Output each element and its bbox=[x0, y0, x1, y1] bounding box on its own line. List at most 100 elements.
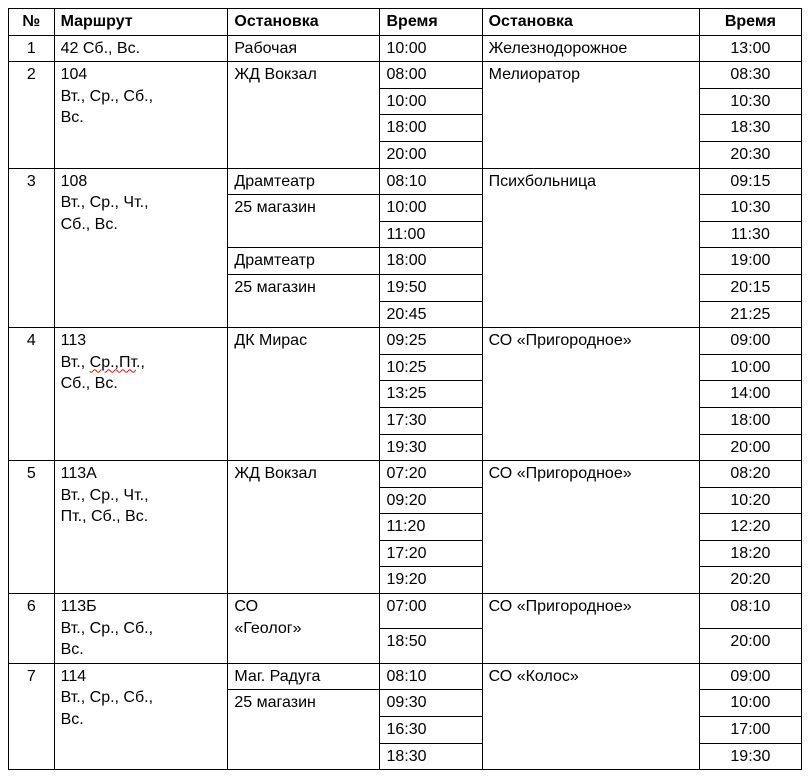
stop1-cell: 25 магазин bbox=[228, 690, 380, 770]
time2-cell: 09:00 bbox=[699, 663, 801, 690]
route-cell: 104Вт., Ср., Сб.,Вс. bbox=[54, 62, 228, 168]
stop2-cell: Железнодорожное bbox=[482, 35, 699, 62]
stop2-cell: СО «Пригородное» bbox=[482, 594, 699, 664]
route-line: 42 Сб., Вс. bbox=[61, 40, 140, 57]
route-line: 114 bbox=[61, 668, 87, 685]
time2-cell: 09:15 bbox=[699, 168, 801, 195]
header-row: № Маршрут Остановка Время Остановка Врем… bbox=[9, 9, 802, 36]
route-cell: 113Б Вт., Ср., Сб., Вс. bbox=[54, 594, 228, 664]
time2-cell: 20:30 bbox=[699, 141, 801, 168]
header-num: № bbox=[9, 9, 55, 36]
stop1-cell: Драмтеатр bbox=[228, 168, 380, 195]
time2-cell: 08:20 bbox=[699, 461, 801, 488]
time1-cell: 09:20 bbox=[380, 487, 482, 514]
header-time2: Время bbox=[699, 9, 801, 36]
stop2-cell: СО «Колос» bbox=[482, 663, 699, 769]
stop1-cell: ДК Мирас bbox=[228, 328, 380, 461]
time1-cell: 13:25 bbox=[380, 381, 482, 408]
header-stop2: Остановка bbox=[482, 9, 699, 36]
table-row: 6113БВт., Ср., Сб.,Вс.СО«Геолог»07:00СО … bbox=[9, 594, 802, 629]
time2-cell: 13:00 bbox=[699, 35, 801, 62]
time2-cell: 08:10 bbox=[699, 594, 801, 629]
route-line: 113Б bbox=[61, 598, 97, 615]
stop2-cell: СО «Пригородное» bbox=[482, 328, 699, 461]
time1-cell: 18:50 bbox=[380, 628, 482, 663]
route-line: Вс. bbox=[61, 641, 84, 658]
time1-cell: 20:00 bbox=[380, 141, 482, 168]
time1-cell: 18:30 bbox=[380, 743, 482, 770]
row-number: 5 bbox=[9, 461, 55, 594]
time1-cell: 10:00 bbox=[380, 88, 482, 115]
table-row: 2104Вт., Ср., Сб.,Вс.ЖД Вокзал08:00Мелио… bbox=[9, 62, 802, 89]
stop1-cell: Драмтеатр bbox=[228, 248, 380, 275]
time1-cell: 19:50 bbox=[380, 274, 482, 301]
stop2-cell: СО «Пригородное» bbox=[482, 461, 699, 594]
time2-cell: 18:30 bbox=[699, 115, 801, 142]
time1-cell: 07:20 bbox=[380, 461, 482, 488]
route-line: Вс. bbox=[61, 711, 84, 728]
route-line: Пт., Сб., Вс. bbox=[61, 508, 149, 525]
route-line: Вт., Ср., Чт., bbox=[61, 194, 149, 211]
time1-cell: 19:20 bbox=[380, 567, 482, 594]
time2-cell: 10:30 bbox=[699, 195, 801, 222]
time1-cell: 08:10 bbox=[380, 168, 482, 195]
header-stop1: Остановка bbox=[228, 9, 380, 36]
time1-cell: 10:00 bbox=[380, 35, 482, 62]
time2-cell: 20:00 bbox=[699, 628, 801, 663]
stop1-cell: 25 магазин bbox=[228, 274, 380, 327]
route-line: 104 bbox=[61, 66, 88, 83]
time2-cell: 20:15 bbox=[699, 274, 801, 301]
time2-cell: 18:00 bbox=[699, 407, 801, 434]
row-number: 6 bbox=[9, 594, 55, 664]
route-cell: 42 Сб., Вс. bbox=[54, 35, 228, 62]
time1-cell: 19:30 bbox=[380, 434, 482, 461]
time1-cell: 08:00 bbox=[380, 62, 482, 89]
route-line: Сб., Вс. bbox=[61, 216, 118, 233]
schedule-body: 142 Сб., Вс.Рабочая10:00Железнодорожное1… bbox=[9, 35, 802, 770]
time2-cell: 19:30 bbox=[699, 743, 801, 770]
route-line: 108 bbox=[61, 173, 88, 190]
stop1-cell: ЖД Вокзал bbox=[228, 461, 380, 594]
time2-cell: 11:30 bbox=[699, 221, 801, 248]
time2-cell: 14:00 bbox=[699, 381, 801, 408]
time1-cell: 09:30 bbox=[380, 690, 482, 717]
header-route: Маршрут bbox=[54, 9, 228, 36]
schedule-table: № Маршрут Остановка Время Остановка Врем… bbox=[8, 8, 802, 770]
route-line: 113 bbox=[61, 332, 87, 349]
time1-cell: 16:30 bbox=[380, 717, 482, 744]
stop2-cell: Мелиоратор bbox=[482, 62, 699, 168]
time1-cell: 17:30 bbox=[380, 407, 482, 434]
row-number: 3 bbox=[9, 168, 55, 328]
time1-cell: 18:00 bbox=[380, 115, 482, 142]
table-row: 5113АВт., Ср., Чт.,Пт., Сб., Вс.ЖД Вокза… bbox=[9, 461, 802, 488]
stop1-cell: 25 магазин bbox=[228, 195, 380, 248]
time2-cell: 18:20 bbox=[699, 540, 801, 567]
route-cell: 113 Вт., Ср.,Пт., Сб., Вс. bbox=[54, 328, 228, 461]
time1-cell: 11:20 bbox=[380, 514, 482, 541]
time2-cell: 20:20 bbox=[699, 567, 801, 594]
route-line: Вт., Ср.,Пт., bbox=[61, 354, 145, 371]
row-number: 7 bbox=[9, 663, 55, 769]
time2-cell: 19:00 bbox=[699, 248, 801, 275]
route-line: Вт., Ср., Сб., bbox=[61, 620, 153, 637]
route-cell: 108 Вт., Ср., Чт., Сб., Вс. bbox=[54, 168, 228, 328]
time1-cell: 09:25 bbox=[380, 328, 482, 355]
route-line: Сб., Вс. bbox=[61, 375, 118, 392]
time2-cell: 17:00 bbox=[699, 717, 801, 744]
time1-cell: 17:20 bbox=[380, 540, 482, 567]
stop1-cell: Маг. Радуга bbox=[228, 663, 380, 690]
time2-cell: 20:00 bbox=[699, 434, 801, 461]
time1-cell: 18:00 bbox=[380, 248, 482, 275]
time1-cell: 10:00 bbox=[380, 195, 482, 222]
row-number: 2 bbox=[9, 62, 55, 168]
time1-cell: 08:10 bbox=[380, 663, 482, 690]
time1-cell: 20:45 bbox=[380, 301, 482, 328]
time2-cell: 10:20 bbox=[699, 487, 801, 514]
row-number: 4 bbox=[9, 328, 55, 461]
time2-cell: 21:25 bbox=[699, 301, 801, 328]
route-line: Вс. bbox=[61, 109, 84, 126]
table-row: 4113Вт., Ср.,Пт.,Сб., Вс.ДК Мирас09:25СО… bbox=[9, 328, 802, 355]
table-row: 7114Вт., Ср., Сб.,Вс.Маг. Радуга08:10СО … bbox=[9, 663, 802, 690]
time2-cell: 08:30 bbox=[699, 62, 801, 89]
row-number: 1 bbox=[9, 35, 55, 62]
